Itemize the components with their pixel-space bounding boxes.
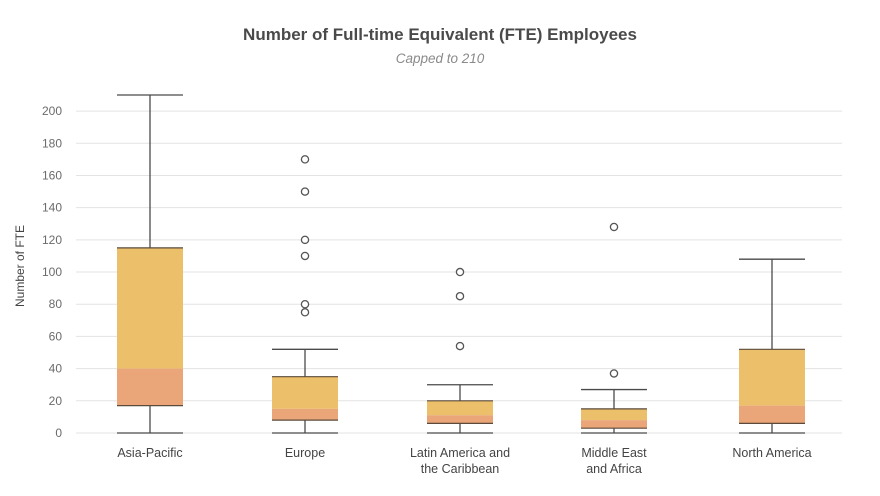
chart-subtitle: Capped to 210	[396, 51, 485, 66]
box-lower-half	[581, 420, 647, 429]
boxes	[117, 94, 805, 434]
chart-frame: Number of Full-time Equivalent (FTE) Emp…	[4, 4, 876, 491]
x-tick-label: Middle East	[581, 446, 647, 460]
box-group	[581, 222, 647, 434]
y-tick-label: 100	[42, 265, 62, 279]
box-lower-half	[739, 405, 805, 424]
x-tick-label: North America	[732, 446, 811, 460]
outlier-point	[300, 235, 310, 245]
outlier-point	[455, 267, 465, 277]
y-tick-label: 20	[49, 394, 63, 408]
outlier-point	[609, 222, 619, 232]
box-plot-chart: Number of Full-time Equivalent (FTE) Emp…	[13, 25, 842, 476]
x-axis-ticks: Asia-Pacific Europe Latin America and the C…	[117, 446, 811, 476]
y-axis-label: Number of FTE	[13, 225, 27, 307]
x-tick-label: Asia-Pacific	[117, 446, 182, 460]
outlier-point	[455, 341, 465, 351]
x-tick-label: Europe	[285, 446, 325, 460]
x-tick-label: and Africa	[586, 462, 642, 476]
box-group	[272, 155, 338, 434]
x-tick-label: the Caribbean	[421, 462, 500, 476]
box-group	[427, 267, 493, 434]
box-lower-half	[427, 415, 493, 424]
y-tick-label: 200	[42, 104, 62, 118]
outlier-point	[300, 155, 310, 164]
y-tick-label: 60	[49, 329, 63, 343]
y-axis-ticks: 0 20 40 60 80 100 120 140 160 180 200	[42, 104, 62, 440]
x-tick-label: Latin America and	[410, 446, 510, 460]
y-tick-label: 120	[42, 233, 62, 247]
box-upper-half	[581, 408, 647, 421]
y-tick-label: 160	[42, 168, 62, 182]
y-tick-label: 180	[42, 136, 62, 150]
outlier-point	[300, 308, 310, 317]
y-tick-label: 80	[49, 297, 63, 311]
box-upper-half	[739, 349, 805, 406]
box-lower-half	[272, 408, 338, 421]
y-tick-label: 0	[55, 426, 62, 440]
outlier-point	[300, 187, 310, 196]
outlier-point	[455, 291, 465, 301]
box-upper-half	[117, 247, 183, 369]
box-group	[117, 94, 183, 434]
outlier-point	[300, 251, 310, 261]
box-upper-half	[272, 376, 338, 409]
chart-title: Number of Full-time Equivalent (FTE) Emp…	[243, 25, 637, 44]
y-tick-label: 140	[42, 201, 62, 215]
box-lower-half	[117, 368, 183, 406]
y-tick-label: 40	[49, 362, 63, 376]
outlier-point	[300, 299, 310, 309]
outlier-point	[609, 369, 619, 378]
box-upper-half	[427, 400, 493, 416]
box-group	[739, 258, 805, 434]
